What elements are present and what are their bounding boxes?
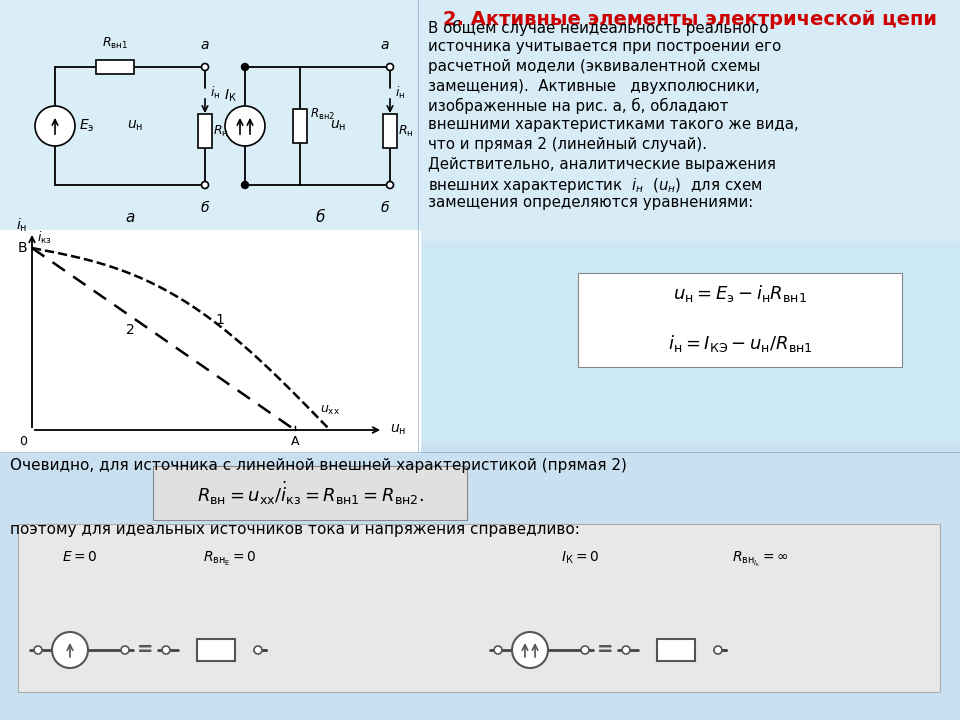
Circle shape: [242, 181, 249, 189]
Circle shape: [512, 632, 548, 668]
Text: B: B: [17, 241, 27, 255]
Circle shape: [202, 181, 208, 189]
Text: внешними характеристиками такого же вида,: внешними характеристиками такого же вида…: [428, 117, 799, 132]
Text: A: A: [291, 435, 300, 448]
Text: источника учитывается при построении его: источника учитывается при построении его: [428, 40, 781, 55]
Text: $R_{\rm вн_E} = 0$: $R_{\rm вн_E} = 0$: [204, 550, 257, 568]
Text: $R_{\rm вн2}$: $R_{\rm вн2}$: [310, 107, 335, 122]
FancyBboxPatch shape: [578, 273, 902, 367]
Bar: [0, 445, 960, 720]
Text: 0: 0: [19, 435, 27, 448]
Circle shape: [494, 646, 502, 654]
Text: замещения).  Активные   двухполюсники,: замещения). Активные двухполюсники,: [428, 78, 760, 94]
Bar: [657, 639, 695, 661]
Text: $i_{\rm н}$: $i_{\rm н}$: [15, 216, 27, 234]
Text: замещения определяются уравнениями:: замещения определяются уравнениями:: [428, 196, 754, 210]
Text: 2. Активные элементы электрической цепи: 2. Активные элементы электрической цепи: [443, 10, 937, 29]
Text: В общем случае неидеальность реального: В общем случае неидеальность реального: [428, 20, 769, 36]
Circle shape: [35, 106, 75, 146]
Text: б: б: [381, 201, 389, 215]
Circle shape: [121, 646, 129, 654]
Text: 2: 2: [126, 323, 134, 337]
Text: $I_{\rm К}$: $I_{\rm К}$: [225, 88, 237, 104]
Circle shape: [581, 646, 589, 654]
Text: $R_{\rm вн1}$: $R_{\rm вн1}$: [102, 36, 128, 51]
Circle shape: [714, 646, 722, 654]
Bar: [0, 235, 420, 450]
Bar: [415, 0, 960, 240]
Bar: [0, 0, 420, 240]
Circle shape: [387, 181, 394, 189]
Text: Действительно, аналитические выражения: Действительно, аналитические выражения: [428, 156, 776, 171]
Text: $i_{\rm н} = I_{\rm КЭ} - u_{\rm н}/R_{\rm вн1}$: $i_{\rm н} = I_{\rm КЭ} - u_{\rm н}/R_{\…: [667, 333, 812, 354]
Text: $R_{\rm н}$: $R_{\rm н}$: [213, 123, 228, 138]
Bar: [197, 639, 235, 661]
Circle shape: [254, 646, 262, 654]
Text: $u_{\rm н}$: $u_{\rm н}$: [390, 423, 406, 437]
Text: а: а: [126, 210, 134, 225]
Text: $u_{\rm н} = E_{\rm э} - i_{\rm н}R_{\rm вн1}$: $u_{\rm н} = E_{\rm э} - i_{\rm н}R_{\rm…: [673, 282, 807, 304]
Text: б: б: [201, 201, 209, 215]
Text: $i_{\rm н}$: $i_{\rm н}$: [395, 85, 405, 101]
Text: Очевидно, для источника с линейной внешней характеристикой (прямая 2): Очевидно, для источника с линейной внешн…: [10, 458, 627, 473]
Text: a: a: [381, 38, 389, 52]
Text: $u_{\rm н}$: $u_{\rm н}$: [127, 119, 143, 133]
Text: =: =: [597, 641, 613, 660]
FancyBboxPatch shape: [153, 466, 467, 520]
Bar: [293, 109, 307, 143]
Text: $R_{\rm н}$: $R_{\rm н}$: [398, 123, 414, 138]
Circle shape: [622, 646, 630, 654]
Text: 1: 1: [216, 313, 225, 327]
Circle shape: [52, 632, 88, 668]
Text: =: =: [136, 641, 154, 660]
Text: $E_{\rm э}$: $E_{\rm э}$: [79, 118, 94, 134]
Text: поэтому для идеальных источников тока и напряжения справедливо:: поэтому для идеальных источников тока и …: [10, 522, 580, 537]
Text: $R_{{\rm вн}_{I_{\rm к}}} = \infty$: $R_{{\rm вн}_{I_{\rm к}}} = \infty$: [732, 550, 788, 570]
Text: $E = 0$: $E = 0$: [62, 550, 98, 564]
Text: внешних характеристик  $i_{н}$  $(u_{н})$  для схем: внешних характеристик $i_{н}$ $(u_{н})$ …: [428, 176, 762, 195]
Bar: [96, 60, 134, 74]
Text: $u_{\rm хх}$: $u_{\rm хх}$: [320, 403, 340, 417]
Circle shape: [387, 63, 394, 71]
Text: $R_{\rm вн} = u_{\rm хх}/\dot{i}_{\rm кз} = R_{\rm вн1} = R_{\rm вн2}.$: $R_{\rm вн} = u_{\rm хх}/\dot{i}_{\rm кз…: [197, 480, 423, 507]
Text: что и прямая 2 (линейный случай).: что и прямая 2 (линейный случай).: [428, 137, 707, 152]
Text: расчетной модели (эквивалентной схемы: расчетной модели (эквивалентной схемы: [428, 59, 760, 74]
Circle shape: [202, 63, 208, 71]
Text: изображенные на рис. а, б, обладают: изображенные на рис. а, б, обладают: [428, 98, 729, 114]
Circle shape: [162, 646, 170, 654]
Text: $i_{\rm кз}$: $i_{\rm кз}$: [37, 230, 52, 246]
Bar: [0, 230, 420, 452]
Text: $u_{\rm н}$: $u_{\rm н}$: [330, 119, 347, 133]
Circle shape: [225, 106, 265, 146]
Text: a: a: [201, 38, 209, 52]
Circle shape: [34, 646, 42, 654]
Bar: [383, 114, 397, 148]
Circle shape: [242, 63, 249, 71]
Text: $i_{\rm н}$: $i_{\rm н}$: [210, 85, 221, 101]
Bar: [18, 524, 940, 692]
Text: б: б: [315, 210, 324, 225]
Text: $I_{\rm К} = 0$: $I_{\rm К} = 0$: [561, 550, 599, 567]
Bar: [198, 114, 212, 148]
